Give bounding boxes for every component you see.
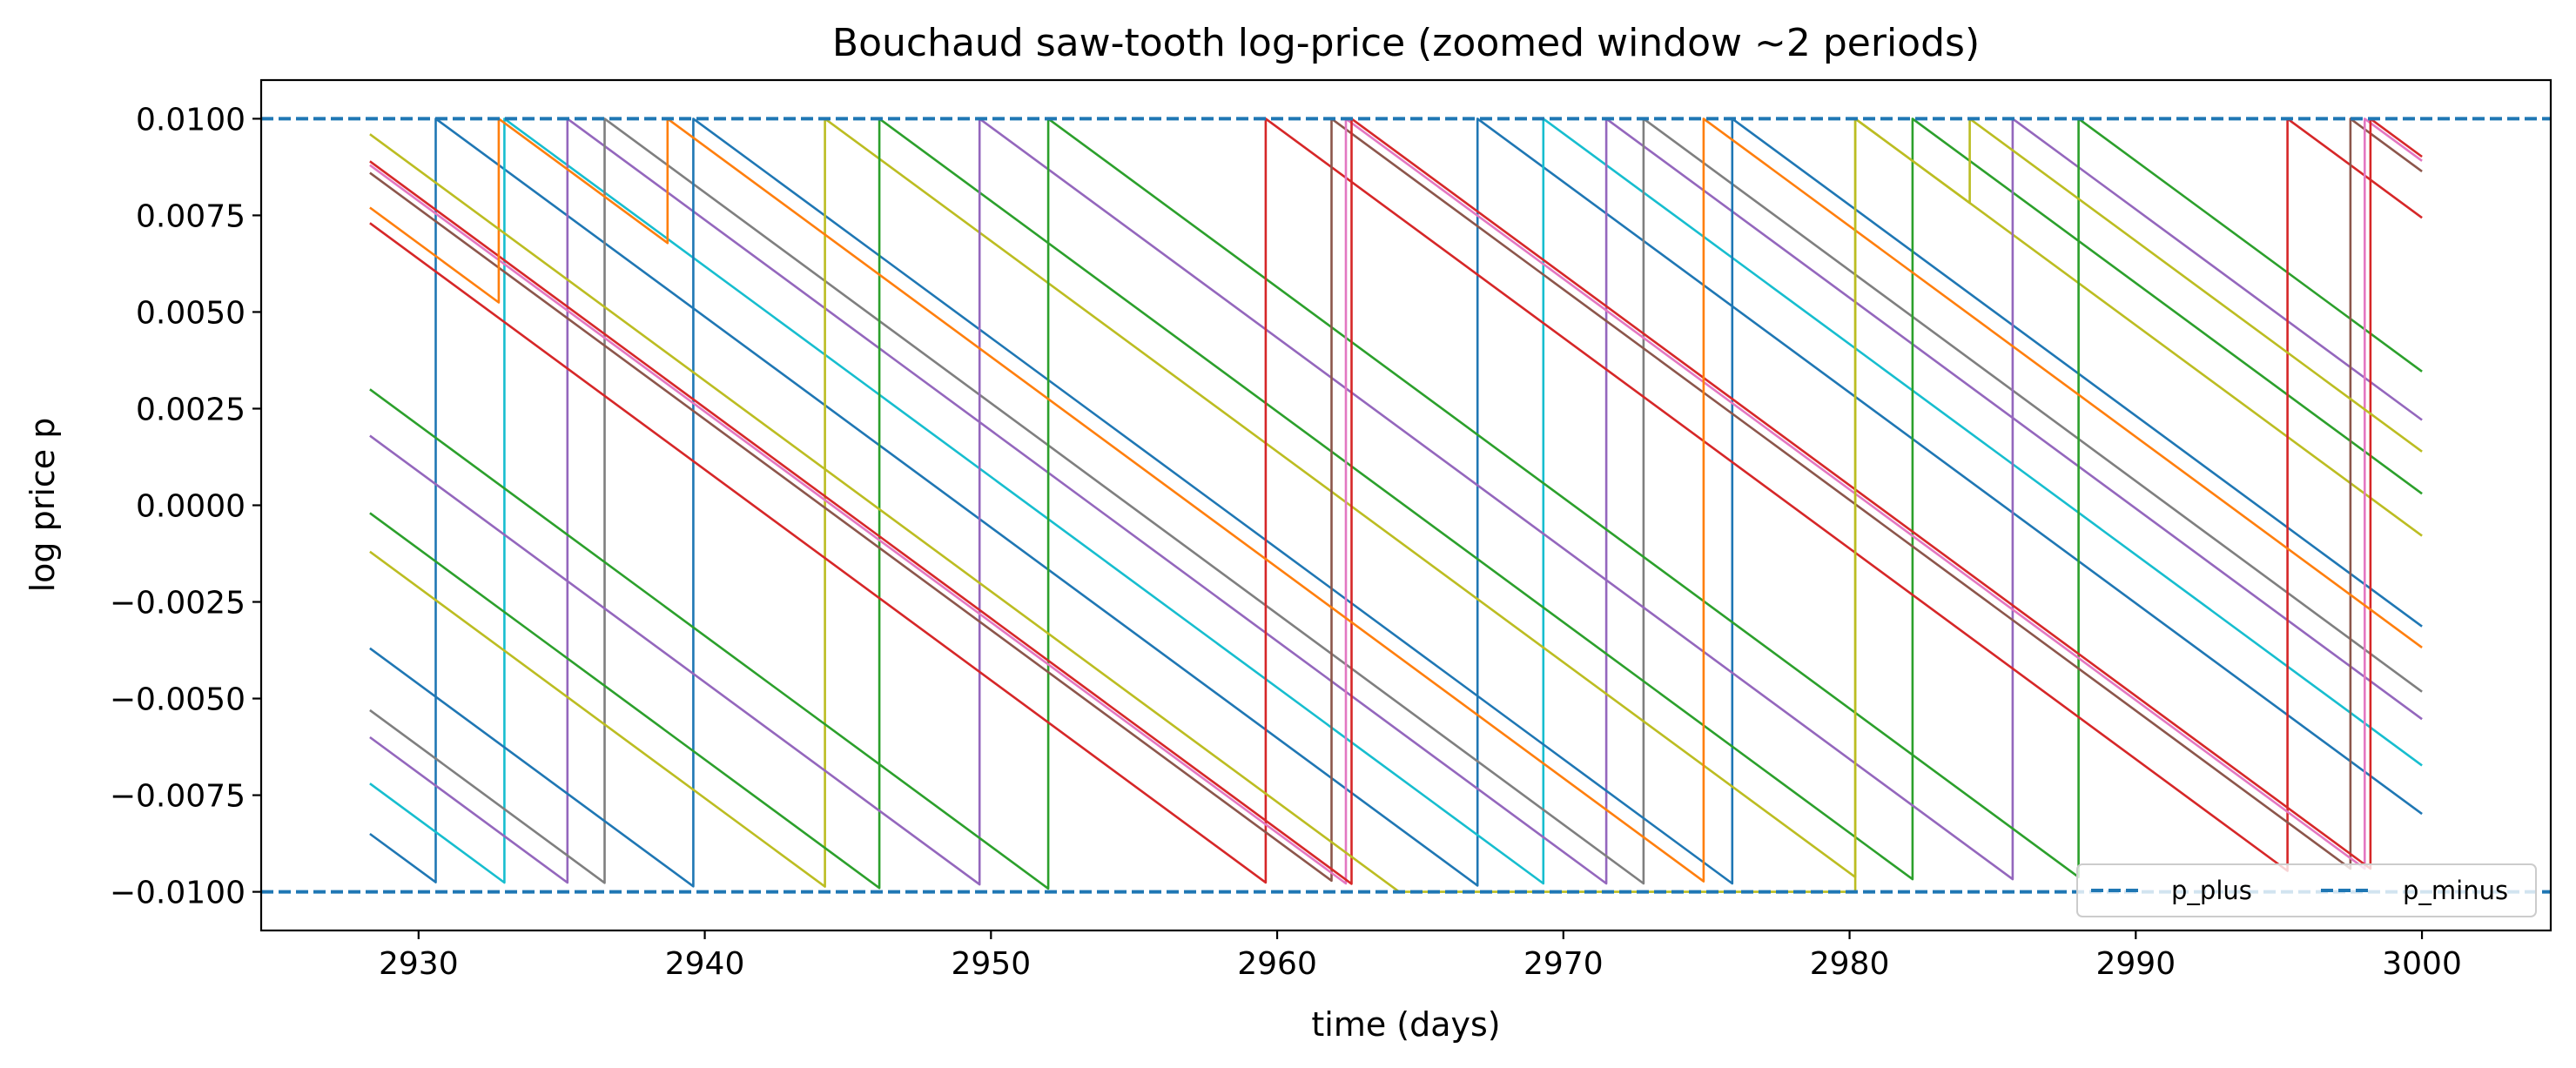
legend: p_plus p_minus bbox=[2076, 863, 2537, 917]
series-line-5 bbox=[369, 118, 2423, 888]
chart-title: Bouchaud saw-tooth log-price (zoomed win… bbox=[832, 21, 1980, 65]
series-line-11 bbox=[369, 118, 2423, 883]
legend-label-p-plus: p_plus bbox=[2171, 876, 2252, 905]
x-tick-label: 2980 bbox=[1810, 946, 1890, 982]
y-tick-label: 0.0025 bbox=[136, 392, 245, 427]
series-line-14 bbox=[369, 118, 2423, 883]
x-axis-label: time (days) bbox=[1311, 1005, 1500, 1044]
y-tick-label: 0.0050 bbox=[136, 295, 245, 331]
series-line-6 bbox=[369, 118, 2423, 888]
series-line-2 bbox=[369, 118, 2423, 885]
y-tick-label: −0.0100 bbox=[110, 876, 245, 911]
x-tick-label: 2990 bbox=[2096, 946, 2176, 982]
series-line-8 bbox=[369, 118, 2423, 886]
x-axis: 2930 2940 2950 2960 2970 2980 2990 3000 bbox=[379, 930, 2462, 982]
series-line-13 bbox=[369, 118, 2423, 885]
x-tick-label: 2960 bbox=[1237, 946, 1317, 982]
series-line-7 bbox=[369, 118, 2423, 890]
x-tick-label: 2970 bbox=[1523, 946, 1604, 982]
y-tick-label: 0.0075 bbox=[136, 198, 245, 234]
x-tick-label: 2930 bbox=[379, 946, 459, 982]
y-tick-label: 0.0000 bbox=[136, 489, 245, 525]
series-layer bbox=[369, 118, 2423, 893]
y-axis-label: log price p bbox=[24, 418, 62, 593]
legend-label-p-minus: p_minus bbox=[2403, 876, 2508, 905]
series-line-4 bbox=[369, 118, 2423, 885]
y-tick-label: −0.0025 bbox=[110, 586, 245, 621]
y-tick-label: −0.0075 bbox=[110, 779, 245, 815]
series-line-10 bbox=[369, 118, 2423, 884]
y-tick-label: 0.0100 bbox=[136, 102, 245, 138]
x-tick-label: 2940 bbox=[665, 946, 745, 982]
y-tick-label: −0.0050 bbox=[110, 682, 245, 718]
x-tick-label: 2950 bbox=[952, 946, 1032, 982]
y-axis: 0.0100 0.0075 0.0050 0.0025 0.0000 −0.0025 −0.… bbox=[110, 102, 261, 911]
series-line-12 bbox=[369, 118, 2423, 885]
x-tick-label: 3000 bbox=[2382, 946, 2462, 982]
series-line-3 bbox=[369, 118, 2423, 885]
series-line-9 bbox=[369, 118, 2423, 890]
legend-box bbox=[2076, 863, 2537, 917]
series-line-1 bbox=[369, 118, 2423, 887]
